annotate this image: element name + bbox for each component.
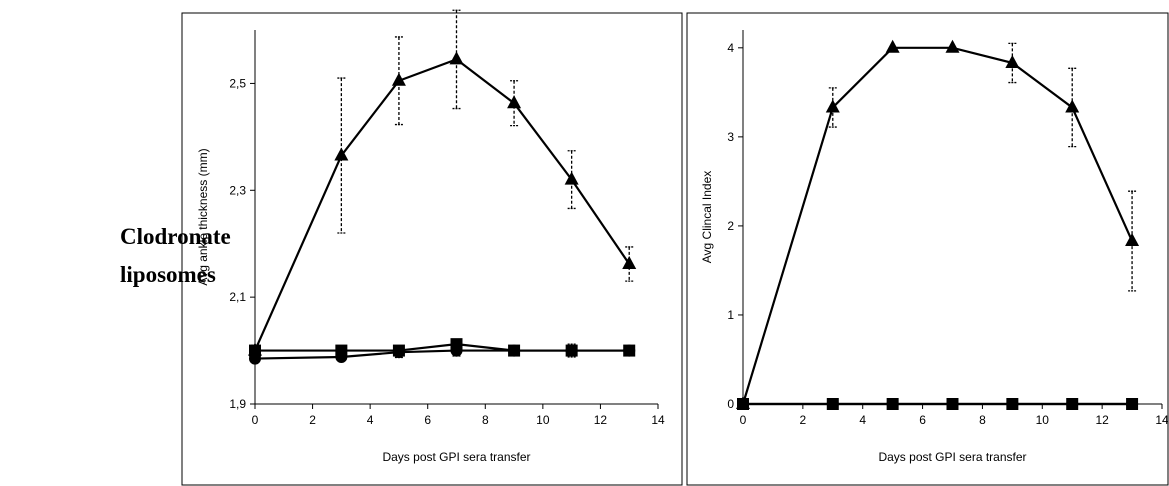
data-point-triangle <box>334 147 349 161</box>
data-point-triangle <box>1005 54 1020 68</box>
series-square <box>737 398 1139 410</box>
x-tick-label: 2 <box>800 413 807 427</box>
data-point-triangle <box>1065 99 1080 113</box>
data-point-triangle <box>945 39 960 53</box>
data-point-square <box>508 344 521 357</box>
x-tick-label: 8 <box>979 413 986 427</box>
y-tick-label: 2,3 <box>229 183 246 197</box>
chart-frame <box>181 12 683 486</box>
data-point-triangle <box>449 51 464 65</box>
data-point-square <box>1066 398 1079 410</box>
data-point-square <box>335 344 348 357</box>
data-point-square <box>1006 398 1019 410</box>
x-tick-label: 12 <box>1095 413 1109 427</box>
y-tick-label: 1,9 <box>229 397 246 411</box>
x-tick-label: 10 <box>536 413 550 427</box>
data-point-square <box>1126 398 1139 410</box>
y-tick-label: 3 <box>727 130 734 144</box>
data-point-triangle <box>622 256 637 270</box>
y-tick-label: 2,5 <box>229 76 246 90</box>
data-point-square <box>565 344 578 357</box>
data-point-square <box>623 344 636 357</box>
y-tick-label: 2,1 <box>229 290 246 304</box>
x-tick-label: 14 <box>651 413 665 427</box>
series-line <box>741 46 1134 405</box>
x-tick-label: 6 <box>424 413 431 427</box>
series-triangle <box>248 9 637 356</box>
data-point-triangle <box>248 342 262 356</box>
data-point-triangle <box>885 39 900 53</box>
x-tick-label: 0 <box>252 413 259 427</box>
x-tick-label: 6 <box>919 413 926 427</box>
x-tick-label: 2 <box>309 413 316 427</box>
data-point-square <box>886 398 899 410</box>
data-point-square <box>826 398 839 410</box>
x-tick-label: 12 <box>594 413 608 427</box>
data-point-triangle <box>564 171 579 185</box>
y-axis-label: Avg Clincal Index <box>700 171 714 264</box>
x-axis-label: Days post GPI sera transfer <box>382 450 530 464</box>
data-point-square <box>450 338 463 351</box>
row-label: Clodronate liposomes <box>120 218 231 294</box>
y-tick-label: 4 <box>727 41 734 55</box>
y-tick-label: 1 <box>727 308 734 322</box>
x-tick-label: 14 <box>1155 413 1169 427</box>
x-tick-label: 4 <box>859 413 866 427</box>
chart-frame <box>686 12 1169 486</box>
row-label-line-1: Clodronate <box>120 224 231 249</box>
chart-1: 0 2 4 6 8 10 12 14 1,9 2,1 2,3 2,5 Days post GPI ser… <box>181 9 683 486</box>
y-tick-label: 0 <box>727 397 734 411</box>
data-point-square <box>392 344 405 357</box>
data-point-triangle <box>1125 233 1140 247</box>
series-line <box>253 58 631 352</box>
y-tick-label: 2 <box>727 219 734 233</box>
x-tick-label: 4 <box>367 413 374 427</box>
x-tick-label: 0 <box>740 413 747 427</box>
x-axis-label: Days post GPI sera transfer <box>878 450 1026 464</box>
data-point-triangle <box>825 99 840 113</box>
data-point-triangle <box>391 72 406 86</box>
row-label-line-2: liposomes <box>120 262 216 287</box>
x-tick-label: 8 <box>482 413 489 427</box>
y-axis-label: Avg ankle thickness (mm) <box>196 148 210 285</box>
series-triangle <box>736 39 1140 409</box>
data-point-triangle <box>736 396 750 409</box>
data-point-square <box>946 398 959 410</box>
data-point-triangle <box>507 95 522 109</box>
series-square <box>249 338 636 358</box>
x-tick-label: 10 <box>1036 413 1050 427</box>
